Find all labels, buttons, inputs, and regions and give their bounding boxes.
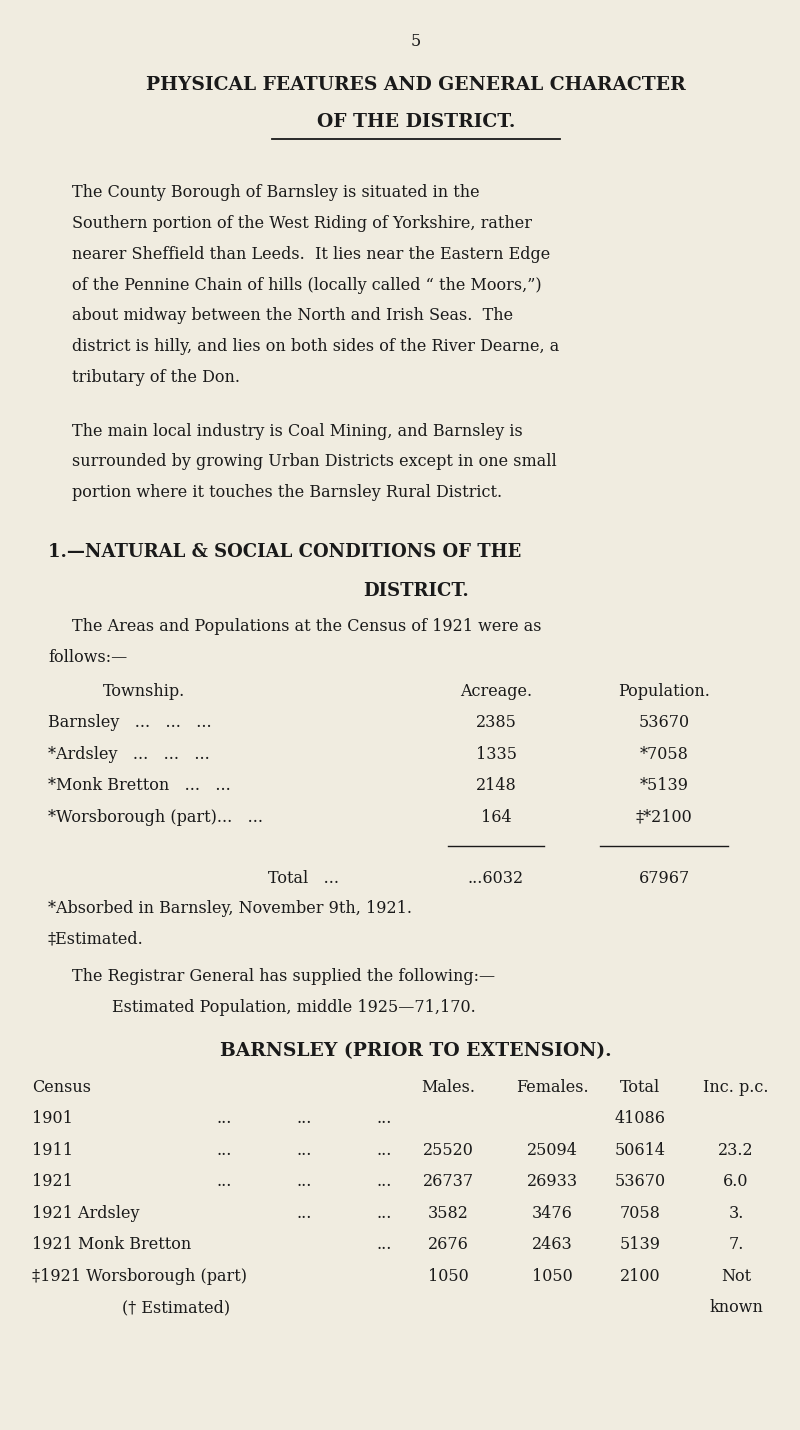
Text: 41086: 41086 xyxy=(614,1110,666,1127)
Text: Estimated Population, middle 1925—71,170.: Estimated Population, middle 1925—71,170… xyxy=(112,998,476,1015)
Text: ...: ... xyxy=(216,1110,232,1127)
Text: BARNSLEY (PRIOR TO EXTENSION).: BARNSLEY (PRIOR TO EXTENSION). xyxy=(220,1041,612,1060)
Text: 23.2: 23.2 xyxy=(718,1141,754,1158)
Text: Males.: Males. xyxy=(421,1080,475,1095)
Text: ...6032: ...6032 xyxy=(468,869,524,887)
Text: 3.: 3. xyxy=(728,1204,744,1221)
Text: 1050: 1050 xyxy=(532,1267,572,1284)
Text: ‡Estimated.: ‡Estimated. xyxy=(48,931,144,948)
Text: 3582: 3582 xyxy=(427,1204,469,1221)
Text: 67967: 67967 xyxy=(638,869,690,887)
Text: follows:—: follows:— xyxy=(48,648,127,665)
Text: Total: Total xyxy=(620,1080,660,1095)
Text: 1911: 1911 xyxy=(32,1141,73,1158)
Text: 50614: 50614 xyxy=(614,1141,666,1158)
Text: ‡1921 Worsborough (part): ‡1921 Worsborough (part) xyxy=(32,1267,247,1284)
Text: The main local industry is Coal Mining, and Barnsley is: The main local industry is Coal Mining, … xyxy=(72,422,522,439)
Text: 5: 5 xyxy=(411,33,421,50)
Text: 26933: 26933 xyxy=(526,1173,578,1190)
Text: ‡*2100: ‡*2100 xyxy=(636,808,692,825)
Text: The Areas and Populations at the Census of 1921 were as: The Areas and Populations at the Census … xyxy=(72,618,542,635)
Text: 6.0: 6.0 xyxy=(723,1173,749,1190)
Text: 1335: 1335 xyxy=(475,745,517,762)
Text: surrounded by growing Urban Districts except in one small: surrounded by growing Urban Districts ex… xyxy=(72,453,557,470)
Text: 2676: 2676 xyxy=(427,1236,469,1253)
Text: of the Pennine Chain of hills (locally called “ the Moors,”): of the Pennine Chain of hills (locally c… xyxy=(72,277,542,293)
Text: 1921 Monk Bretton: 1921 Monk Bretton xyxy=(32,1236,191,1253)
Text: 2100: 2100 xyxy=(620,1267,660,1284)
Text: *7058: *7058 xyxy=(639,745,689,762)
Text: *Monk Bretton   ...   ...: *Monk Bretton ... ... xyxy=(48,776,230,794)
Text: 7.: 7. xyxy=(728,1236,744,1253)
Text: ...: ... xyxy=(376,1110,392,1127)
Text: Total   ...: Total ... xyxy=(269,869,339,887)
Text: The Registrar General has supplied the following:—: The Registrar General has supplied the f… xyxy=(72,968,495,985)
Text: about midway between the North and Irish Seas.  The: about midway between the North and Irish… xyxy=(72,307,513,325)
Text: Barnsley   ...   ...   ...: Barnsley ... ... ... xyxy=(48,714,212,731)
Text: ...: ... xyxy=(296,1141,312,1158)
Text: known: known xyxy=(709,1298,763,1316)
Text: 2463: 2463 xyxy=(532,1236,572,1253)
Text: *Ardsley   ...   ...   ...: *Ardsley ... ... ... xyxy=(48,745,210,762)
Text: ...: ... xyxy=(216,1141,232,1158)
Text: Census: Census xyxy=(32,1080,91,1095)
Text: 2148: 2148 xyxy=(476,776,516,794)
Text: 3476: 3476 xyxy=(531,1204,573,1221)
Text: 53670: 53670 xyxy=(614,1173,666,1190)
Text: Not: Not xyxy=(721,1267,751,1284)
Text: 1901: 1901 xyxy=(32,1110,73,1127)
Text: ...: ... xyxy=(216,1173,232,1190)
Text: tributary of the Don.: tributary of the Don. xyxy=(72,369,240,386)
Text: ...: ... xyxy=(296,1173,312,1190)
Text: The County Borough of Barnsley is situated in the: The County Borough of Barnsley is situat… xyxy=(72,184,480,202)
Text: ...: ... xyxy=(376,1236,392,1253)
Text: ...: ... xyxy=(376,1141,392,1158)
Text: nearer Sheffield than Leeds.  It lies near the Eastern Edge: nearer Sheffield than Leeds. It lies nea… xyxy=(72,246,550,263)
Text: († Estimated): († Estimated) xyxy=(122,1298,230,1316)
Text: 1921 Ardsley: 1921 Ardsley xyxy=(32,1204,139,1221)
Text: Inc. p.c.: Inc. p.c. xyxy=(703,1080,769,1095)
Text: ...: ... xyxy=(296,1204,312,1221)
Text: portion where it touches the Barnsley Rural District.: portion where it touches the Barnsley Ru… xyxy=(72,483,502,500)
Text: 25520: 25520 xyxy=(422,1141,474,1158)
Text: 1.—NATURAL & SOCIAL CONDITIONS OF THE: 1.—NATURAL & SOCIAL CONDITIONS OF THE xyxy=(48,543,522,562)
Text: OF THE DISTRICT.: OF THE DISTRICT. xyxy=(317,113,515,132)
Text: ...: ... xyxy=(296,1110,312,1127)
Text: 7058: 7058 xyxy=(619,1204,661,1221)
Text: *5139: *5139 xyxy=(639,776,689,794)
Text: *Worsborough (part)...   ...: *Worsborough (part)... ... xyxy=(48,808,263,825)
Text: *Absorbed in Barnsley, November 9th, 1921.: *Absorbed in Barnsley, November 9th, 192… xyxy=(48,901,412,917)
Text: 25094: 25094 xyxy=(526,1141,578,1158)
Text: ...: ... xyxy=(376,1204,392,1221)
Text: DISTRICT.: DISTRICT. xyxy=(363,582,469,601)
Text: district is hilly, and lies on both sides of the River Dearne, a: district is hilly, and lies on both side… xyxy=(72,337,559,355)
Text: 5139: 5139 xyxy=(619,1236,661,1253)
Text: 1921: 1921 xyxy=(32,1173,73,1190)
Text: 26737: 26737 xyxy=(422,1173,474,1190)
Text: Population.: Population. xyxy=(618,682,710,699)
Text: Southern portion of the West Riding of Yorkshire, rather: Southern portion of the West Riding of Y… xyxy=(72,216,532,232)
Text: Township.: Township. xyxy=(103,682,185,699)
Text: PHYSICAL FEATURES AND GENERAL CHARACTER: PHYSICAL FEATURES AND GENERAL CHARACTER xyxy=(146,76,686,94)
Text: ...: ... xyxy=(376,1173,392,1190)
Text: 164: 164 xyxy=(481,808,511,825)
Text: 1050: 1050 xyxy=(428,1267,468,1284)
Text: 53670: 53670 xyxy=(638,714,690,731)
Text: Acreage.: Acreage. xyxy=(460,682,532,699)
Text: 2385: 2385 xyxy=(475,714,517,731)
Text: Females.: Females. xyxy=(516,1080,588,1095)
